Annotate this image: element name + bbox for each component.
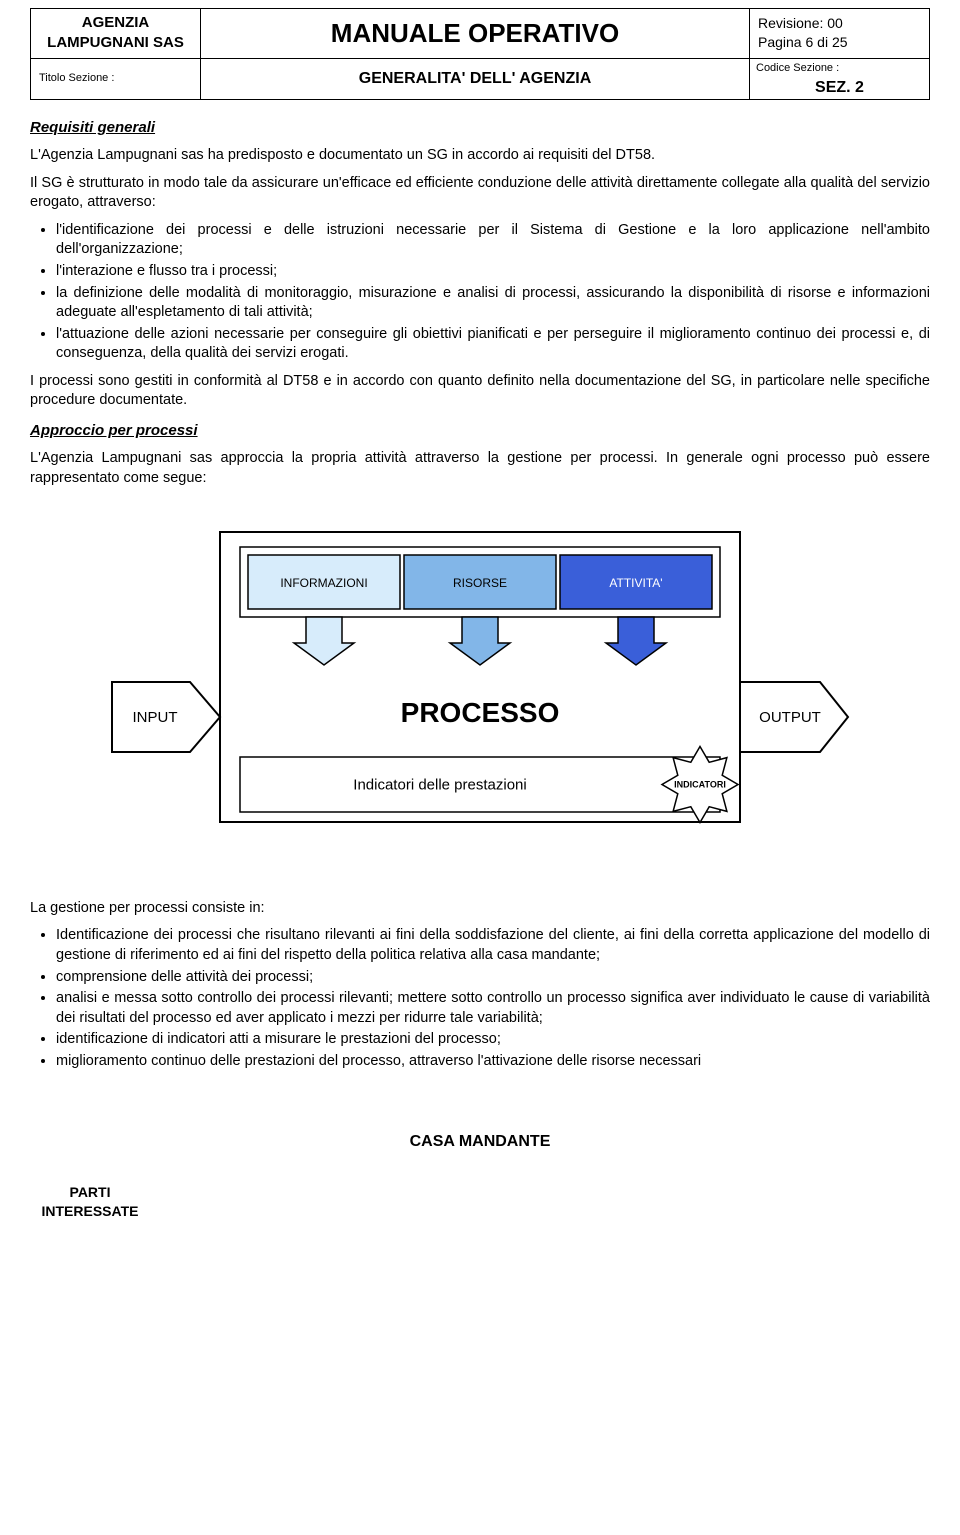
process-diagram: INFORMAZIONI RISORSE ATTIVITA' PROCESSO Indi… — [110, 512, 850, 879]
heading-requisiti: Requisiti generali — [30, 118, 930, 138]
page-text: Pagina 6 di 25 — [758, 33, 921, 52]
list-item: identificazione di indicatori atti a mis… — [56, 1030, 930, 1050]
list-item: la definizione delle modalità di monitor… — [56, 284, 930, 323]
svg-text:Indicatori delle prestazioni: Indicatori delle prestazioni — [353, 777, 526, 794]
svg-text:ATTIVITA': ATTIVITA' — [609, 576, 662, 590]
list-item: comprensione delle attività dei processi… — [56, 968, 930, 988]
main-title: MANUALE OPERATIVO — [331, 18, 619, 48]
svg-text:INFORMAZIONI: INFORMAZIONI — [280, 576, 367, 590]
main-title-cell: MANUALE OPERATIVO — [201, 9, 750, 59]
parti-line2: INTERESSATE — [30, 1202, 150, 1221]
revision-cell: Revisione: 00 Pagina 6 di 25 — [750, 9, 930, 59]
section-label: Titolo Sezione : — [39, 72, 114, 84]
section-code-cell: Codice Sezione : SEZ. 2 — [750, 58, 930, 99]
list-item: l'interazione e flusso tra i processi; — [56, 262, 930, 282]
document-header-table: AGENZIA LAMPUGNANI SAS MANUALE OPERATIVO… — [30, 8, 930, 100]
list-1: l'identificazione dei processi e delle i… — [56, 221, 930, 364]
list-2: Identificazione dei processi che risulta… — [56, 926, 930, 1071]
footer-parti: PARTI INTERESSATE — [30, 1183, 150, 1221]
svg-text:OUTPUT: OUTPUT — [759, 709, 821, 726]
list-item: Identificazione dei processi che risulta… — [56, 926, 930, 965]
svg-text:INPUT: INPUT — [133, 709, 178, 726]
process-diagram-svg: INFORMAZIONI RISORSE ATTIVITA' PROCESSO Indi… — [110, 512, 850, 872]
list-item: analisi e messa sotto controllo dei proc… — [56, 989, 930, 1028]
paragraph-4: L'Agenzia Lampugnani sas approccia la pr… — [30, 449, 930, 488]
section-title: GENERALITA' DELL' AGENZIA — [359, 70, 592, 87]
section-title-cell: GENERALITA' DELL' AGENZIA — [201, 58, 750, 99]
document-body: Requisiti generali L'Agenzia Lampugnani … — [30, 118, 930, 1221]
svg-text:INDICATORI: INDICATORI — [674, 780, 726, 790]
revision-text: Revisione: 00 — [758, 14, 921, 33]
paragraph-2: Il SG è strutturato in modo tale da assi… — [30, 174, 930, 213]
svg-text:RISORSE: RISORSE — [453, 576, 507, 590]
svg-text:PROCESSO: PROCESSO — [401, 697, 560, 728]
footer-heading: CASA MANDANTE — [30, 1131, 930, 1153]
agency-line2: LAMPUGNANI SAS — [39, 33, 192, 53]
list-item: miglioramento continuo delle prestazioni… — [56, 1052, 930, 1072]
section-label-cell: Titolo Sezione : — [31, 58, 201, 99]
heading-approccio: Approccio per processi — [30, 421, 930, 441]
list-item: l'attuazione delle azioni necessarie per… — [56, 325, 930, 364]
list-item: l'identificazione dei processi e delle i… — [56, 221, 930, 260]
paragraph-3: I processi sono gestiti in conformità al… — [30, 372, 930, 411]
agency-cell: AGENZIA LAMPUGNANI SAS — [31, 9, 201, 59]
codice-label: Codice Sezione : — [750, 59, 929, 78]
paragraph-1: L'Agenzia Lampugnani sas ha predisposto … — [30, 146, 930, 166]
parti-line1: PARTI — [30, 1183, 150, 1202]
section-code: SEZ. 2 — [750, 77, 929, 99]
agency-line1: AGENZIA — [39, 13, 192, 33]
paragraph-5: La gestione per processi consiste in: — [30, 899, 930, 919]
